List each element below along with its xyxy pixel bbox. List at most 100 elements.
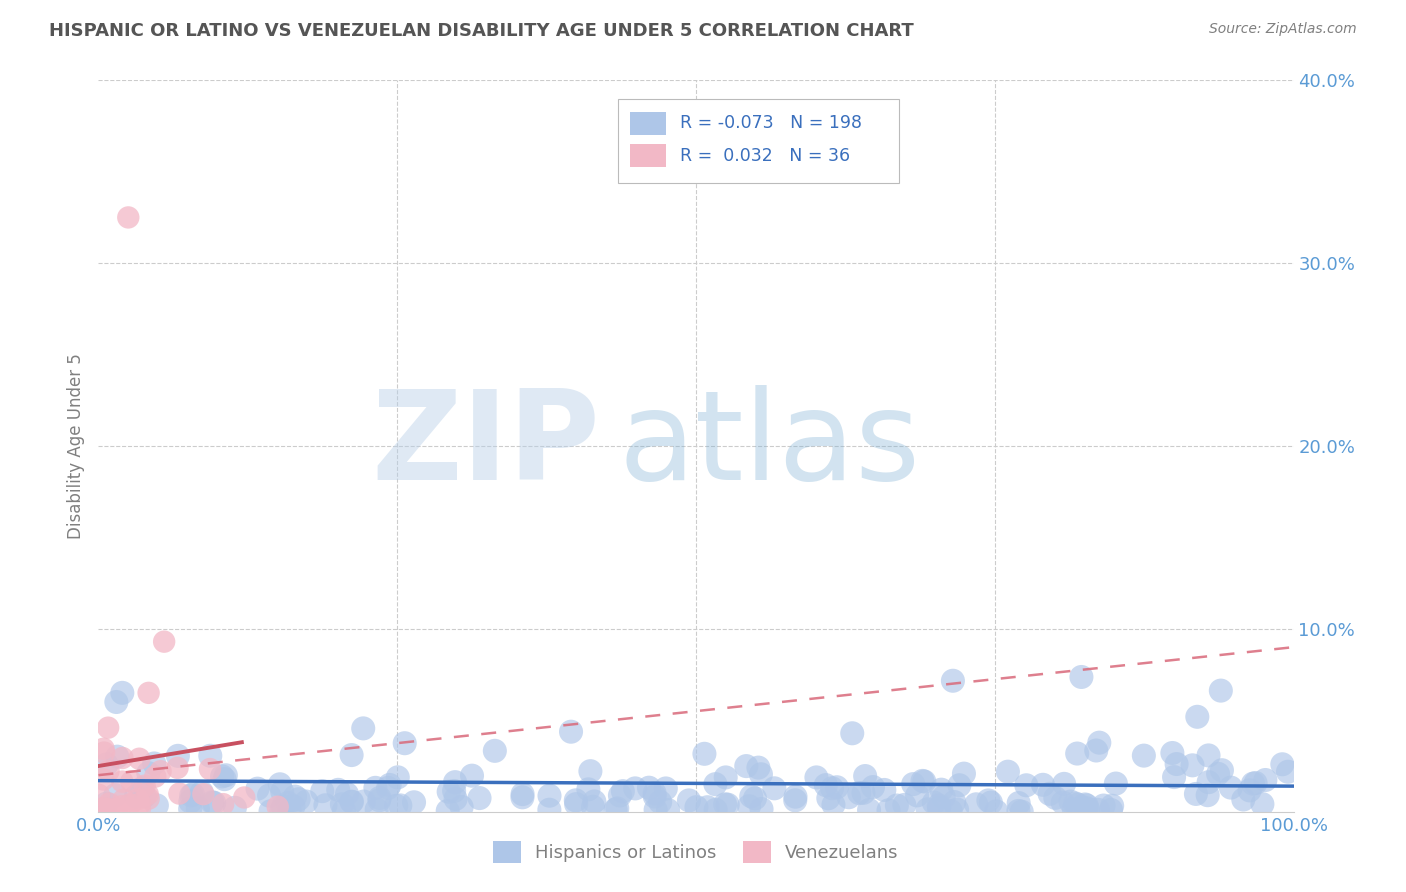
Point xyxy=(946,803,969,817)
Point xyxy=(353,795,375,809)
Point xyxy=(328,782,350,797)
Point xyxy=(444,775,467,789)
Point xyxy=(538,789,561,803)
Point xyxy=(717,797,740,812)
Point xyxy=(267,799,290,814)
Point xyxy=(1209,683,1232,698)
Point xyxy=(368,793,391,807)
Point xyxy=(97,764,120,778)
Point xyxy=(352,722,374,736)
Point xyxy=(1277,764,1299,779)
Point xyxy=(1066,747,1088,761)
Point xyxy=(277,796,299,810)
Point xyxy=(1105,776,1128,790)
Point xyxy=(436,804,458,818)
Point xyxy=(1251,797,1274,811)
Point xyxy=(1053,777,1076,791)
Point xyxy=(201,795,224,809)
Point xyxy=(1088,736,1111,750)
Point xyxy=(179,802,201,816)
Point xyxy=(873,783,896,797)
Point xyxy=(259,805,281,819)
Point xyxy=(1219,780,1241,795)
Point xyxy=(922,796,945,810)
Point xyxy=(751,802,773,816)
Point xyxy=(169,787,191,801)
Point xyxy=(314,798,336,813)
Point xyxy=(366,803,388,817)
Point xyxy=(1076,798,1098,813)
Point xyxy=(283,799,305,814)
Point xyxy=(111,686,134,700)
Point xyxy=(377,780,399,795)
Point xyxy=(146,798,169,813)
Point xyxy=(817,791,839,805)
Point xyxy=(111,751,134,765)
Point xyxy=(678,793,700,807)
Point xyxy=(644,789,666,804)
Point xyxy=(1101,798,1123,813)
FancyBboxPatch shape xyxy=(619,99,900,183)
Point xyxy=(624,781,647,796)
Point xyxy=(1198,775,1220,789)
Point xyxy=(181,787,204,801)
Point xyxy=(714,771,737,785)
Point xyxy=(149,764,172,779)
Point xyxy=(368,791,391,805)
Point xyxy=(444,792,467,806)
Point xyxy=(1185,787,1208,801)
Point xyxy=(1011,805,1033,819)
Point xyxy=(212,797,235,812)
Point xyxy=(953,766,976,780)
Point xyxy=(1244,776,1267,790)
Point xyxy=(932,789,955,804)
Point xyxy=(986,805,1008,819)
Point xyxy=(655,781,678,796)
Point xyxy=(1074,797,1097,812)
Text: HISPANIC OR LATINO VS VENEZUELAN DISABILITY AGE UNDER 5 CORRELATION CHART: HISPANIC OR LATINO VS VENEZUELAN DISABIL… xyxy=(49,22,914,40)
Point xyxy=(657,803,679,817)
Point xyxy=(93,746,115,760)
Point xyxy=(1232,792,1254,806)
Point xyxy=(1076,801,1098,815)
Point xyxy=(609,789,631,803)
Point xyxy=(257,789,280,803)
Point xyxy=(1181,758,1204,772)
Point xyxy=(512,787,534,801)
Point xyxy=(853,769,876,783)
Point xyxy=(287,792,309,806)
Point xyxy=(901,777,924,791)
Point xyxy=(270,804,292,818)
Point xyxy=(336,787,359,801)
Point xyxy=(128,802,150,816)
Point xyxy=(330,797,353,812)
Point xyxy=(650,795,672,809)
Point xyxy=(1133,748,1156,763)
Point xyxy=(644,786,666,800)
Point xyxy=(785,793,807,807)
Point xyxy=(744,791,766,805)
Point xyxy=(97,721,120,735)
Point xyxy=(738,799,761,814)
FancyBboxPatch shape xyxy=(630,144,666,168)
Point xyxy=(1077,802,1099,816)
Point xyxy=(98,803,121,817)
Point xyxy=(1198,748,1220,763)
Point xyxy=(928,798,950,813)
Point xyxy=(105,802,128,816)
Point xyxy=(387,770,409,784)
Point xyxy=(838,790,860,805)
Point xyxy=(939,804,962,818)
Point xyxy=(468,791,491,805)
Point xyxy=(714,797,737,812)
Point xyxy=(127,792,149,806)
Point xyxy=(1039,787,1062,801)
Point xyxy=(333,804,356,818)
Point xyxy=(704,777,727,791)
Point xyxy=(862,780,884,794)
Point xyxy=(112,793,135,807)
Point xyxy=(980,796,1002,810)
Point xyxy=(214,772,236,786)
Point xyxy=(91,801,114,815)
Text: Source: ZipAtlas.com: Source: ZipAtlas.com xyxy=(1209,22,1357,37)
